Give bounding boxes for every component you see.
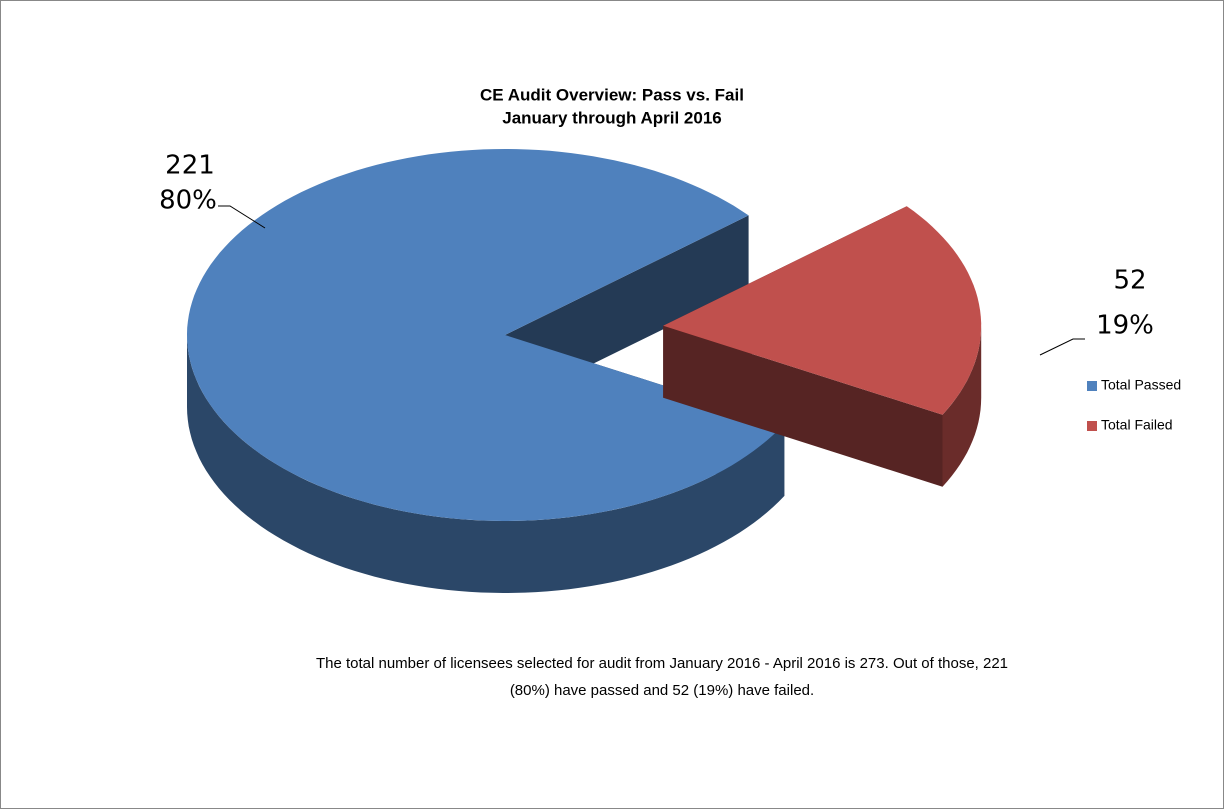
legend-label: Total Passed	[1101, 377, 1181, 393]
slice-side	[942, 325, 982, 487]
slice-wall	[663, 325, 943, 487]
legend-swatch	[1087, 381, 1097, 391]
slice	[663, 206, 982, 415]
note-line: (80%) have passed and 52 (19%) have fail…	[510, 682, 814, 699]
note-line: The total number of licensees selected f…	[316, 655, 1008, 672]
legend-label: Total Failed	[1101, 417, 1173, 433]
data-label: 52	[1113, 266, 1146, 296]
chart-title: CE Audit Overview: Pass vs. Fail	[480, 85, 744, 104]
legend-swatch	[1087, 421, 1097, 431]
percent-label: 80%	[159, 186, 217, 216]
leader-line	[218, 205, 266, 229]
slice-side	[187, 335, 785, 593]
data-label: 221	[165, 151, 215, 181]
slice	[187, 149, 785, 521]
leader-line	[1039, 338, 1085, 356]
chart-subtitle: January through April 2016	[502, 108, 721, 127]
percent-label: 19%	[1096, 311, 1154, 341]
